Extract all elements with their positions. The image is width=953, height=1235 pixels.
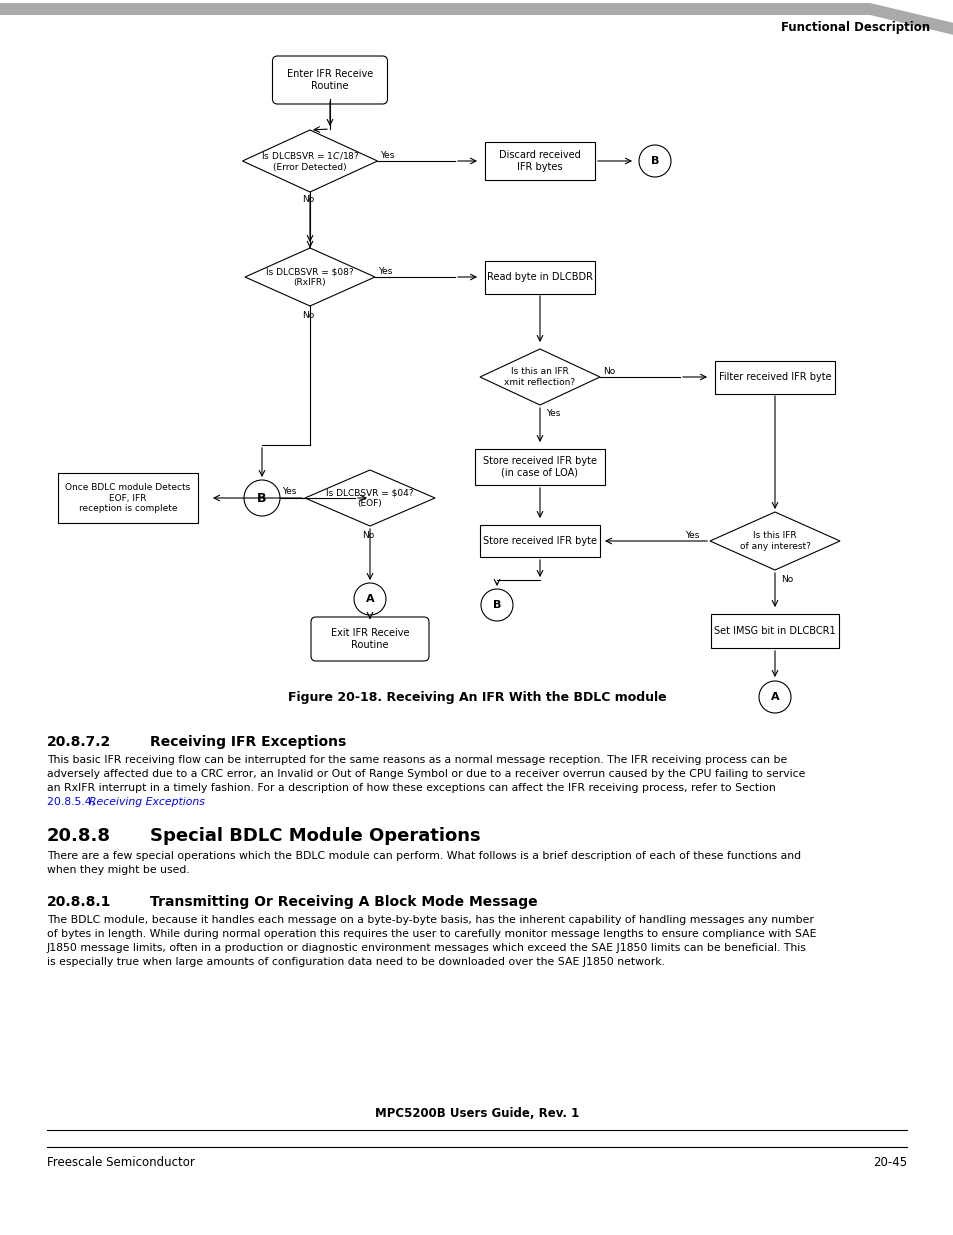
Text: is especially true when large amounts of configuration data need to be downloade: is especially true when large amounts of…: [47, 957, 664, 967]
Polygon shape: [709, 513, 840, 571]
Text: A: A: [770, 692, 779, 701]
Text: 20-45: 20-45: [872, 1156, 906, 1170]
Text: 20.8.7.2: 20.8.7.2: [47, 735, 112, 748]
Text: Transmitting Or Receiving A Block Mode Message: Transmitting Or Receiving A Block Mode M…: [150, 895, 537, 909]
Text: Discard received
IFR bytes: Discard received IFR bytes: [498, 151, 580, 172]
Text: B: B: [650, 156, 659, 165]
Text: The BDLC module, because it handles each message on a byte-by-byte basis, has th: The BDLC module, because it handles each…: [47, 915, 813, 925]
Bar: [58, 473, 198, 522]
Text: 20.8.5.4,: 20.8.5.4,: [47, 797, 98, 806]
Text: No: No: [781, 574, 792, 583]
Text: Figure 20-18. Receiving An IFR With the BDLC module: Figure 20-18. Receiving An IFR With the …: [288, 690, 665, 704]
Text: B: B: [493, 600, 500, 610]
Text: 20.8.8.1: 20.8.8.1: [47, 895, 112, 909]
Text: No: No: [361, 531, 374, 541]
Text: .: .: [187, 797, 191, 806]
Text: No: No: [602, 367, 615, 375]
Text: Read byte in DLCBDR: Read byte in DLCBDR: [486, 272, 593, 282]
Circle shape: [354, 583, 386, 615]
Text: B: B: [257, 492, 267, 505]
Text: Yes: Yes: [377, 267, 392, 275]
Bar: [479, 525, 599, 557]
Text: A: A: [365, 594, 374, 604]
Text: Freescale Semiconductor: Freescale Semiconductor: [47, 1156, 194, 1170]
Bar: [484, 261, 595, 294]
Text: Store received IFR byte: Store received IFR byte: [482, 536, 597, 546]
Polygon shape: [242, 130, 377, 191]
Text: Yes: Yes: [282, 488, 296, 496]
Polygon shape: [479, 350, 599, 405]
Text: No: No: [302, 194, 314, 204]
Bar: [714, 361, 834, 394]
Bar: [484, 142, 595, 180]
Text: Is this IFR
of any interest?: Is this IFR of any interest?: [739, 531, 810, 551]
Text: Functional Description: Functional Description: [781, 21, 929, 35]
Bar: [475, 450, 604, 485]
Text: Yes: Yes: [545, 409, 559, 417]
Text: No: No: [302, 310, 314, 320]
Circle shape: [759, 680, 790, 713]
Text: of bytes in length. While during normal operation this requires the user to care: of bytes in length. While during normal …: [47, 929, 816, 939]
Polygon shape: [0, 2, 953, 35]
Text: Receiving IFR Exceptions: Receiving IFR Exceptions: [150, 735, 346, 748]
Text: when they might be used.: when they might be used.: [47, 864, 190, 876]
Text: Exit IFR Receive
Routine: Exit IFR Receive Routine: [331, 629, 409, 650]
Text: MPC5200B Users Guide, Rev. 1: MPC5200B Users Guide, Rev. 1: [375, 1107, 578, 1120]
Polygon shape: [305, 471, 435, 526]
Text: Filter received IFR byte: Filter received IFR byte: [718, 372, 830, 382]
Text: Is DLCBSVR = $08?
(RxIFR): Is DLCBSVR = $08? (RxIFR): [266, 267, 354, 287]
Text: This basic IFR receiving flow can be interrupted for the same reasons as a norma: This basic IFR receiving flow can be int…: [47, 755, 786, 764]
Bar: [710, 614, 838, 648]
Text: Is DLCBSVR = $1C/$18?
(Error Detected): Is DLCBSVR = $1C/$18? (Error Detected): [260, 151, 359, 172]
Text: Yes: Yes: [379, 151, 394, 159]
Text: There are a few special operations which the BDLC module can perform. What follo: There are a few special operations which…: [47, 851, 801, 861]
Text: Once BDLC module Detects
EOF, IFR
reception is complete: Once BDLC module Detects EOF, IFR recept…: [66, 483, 191, 513]
Text: Set IMSG bit in DLCBCR1: Set IMSG bit in DLCBCR1: [714, 626, 835, 636]
Circle shape: [639, 144, 670, 177]
FancyBboxPatch shape: [273, 56, 387, 104]
Text: adversely affected due to a CRC error, an Invalid or Out of Range Symbol or due : adversely affected due to a CRC error, a…: [47, 769, 804, 779]
Text: Store received IFR byte
(in case of LOA): Store received IFR byte (in case of LOA): [482, 456, 597, 478]
Circle shape: [244, 480, 280, 516]
Text: Yes: Yes: [684, 531, 699, 540]
Text: Special BDLC Module Operations: Special BDLC Module Operations: [150, 827, 480, 845]
Text: Enter IFR Receive
Routine: Enter IFR Receive Routine: [287, 69, 373, 91]
Polygon shape: [245, 248, 375, 306]
Text: J1850 message limits, often in a production or diagnostic environment messages w: J1850 message limits, often in a product…: [47, 944, 806, 953]
Text: Is DLCBSVR = $04?
(EOF): Is DLCBSVR = $04? (EOF): [326, 488, 414, 508]
Circle shape: [480, 589, 513, 621]
Text: 20.8.8: 20.8.8: [47, 827, 111, 845]
Text: Receiving Exceptions: Receiving Exceptions: [89, 797, 205, 806]
Text: Is this an IFR
xmit reflection?: Is this an IFR xmit reflection?: [504, 367, 575, 387]
FancyBboxPatch shape: [311, 618, 429, 661]
Text: an RxIFR interrupt in a timely fashion. For a description of how these exception: an RxIFR interrupt in a timely fashion. …: [47, 783, 775, 793]
